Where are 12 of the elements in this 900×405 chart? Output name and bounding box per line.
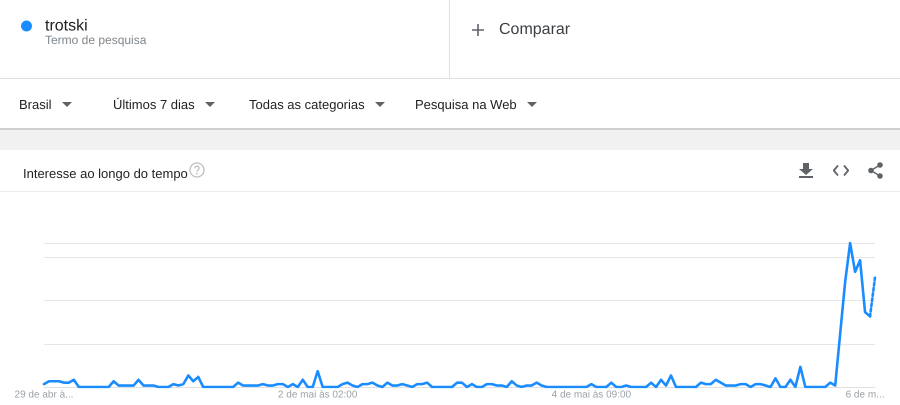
text: Termo de pesquisa: [45, 32, 146, 48]
x-tick-label: 4 de mai às 09:00: [552, 390, 632, 400]
chart-title: Interesse ao longo do tempo: [23, 166, 188, 181]
x-tick-label: 2 de mai às 02:00: [278, 390, 358, 400]
x-tick-label: 29 de abr à...: [14, 390, 74, 400]
text: Brasil: [19, 96, 52, 113]
legend-label: trotski: [45, 18, 88, 34]
x-tick-label: 6 de m...: [846, 390, 884, 400]
text: Últimos 7 dias: [113, 96, 195, 113]
text: Pesquisa na Web: [415, 96, 517, 113]
text: Comparar: [499, 20, 570, 40]
text: Todas as categorias: [249, 96, 365, 113]
